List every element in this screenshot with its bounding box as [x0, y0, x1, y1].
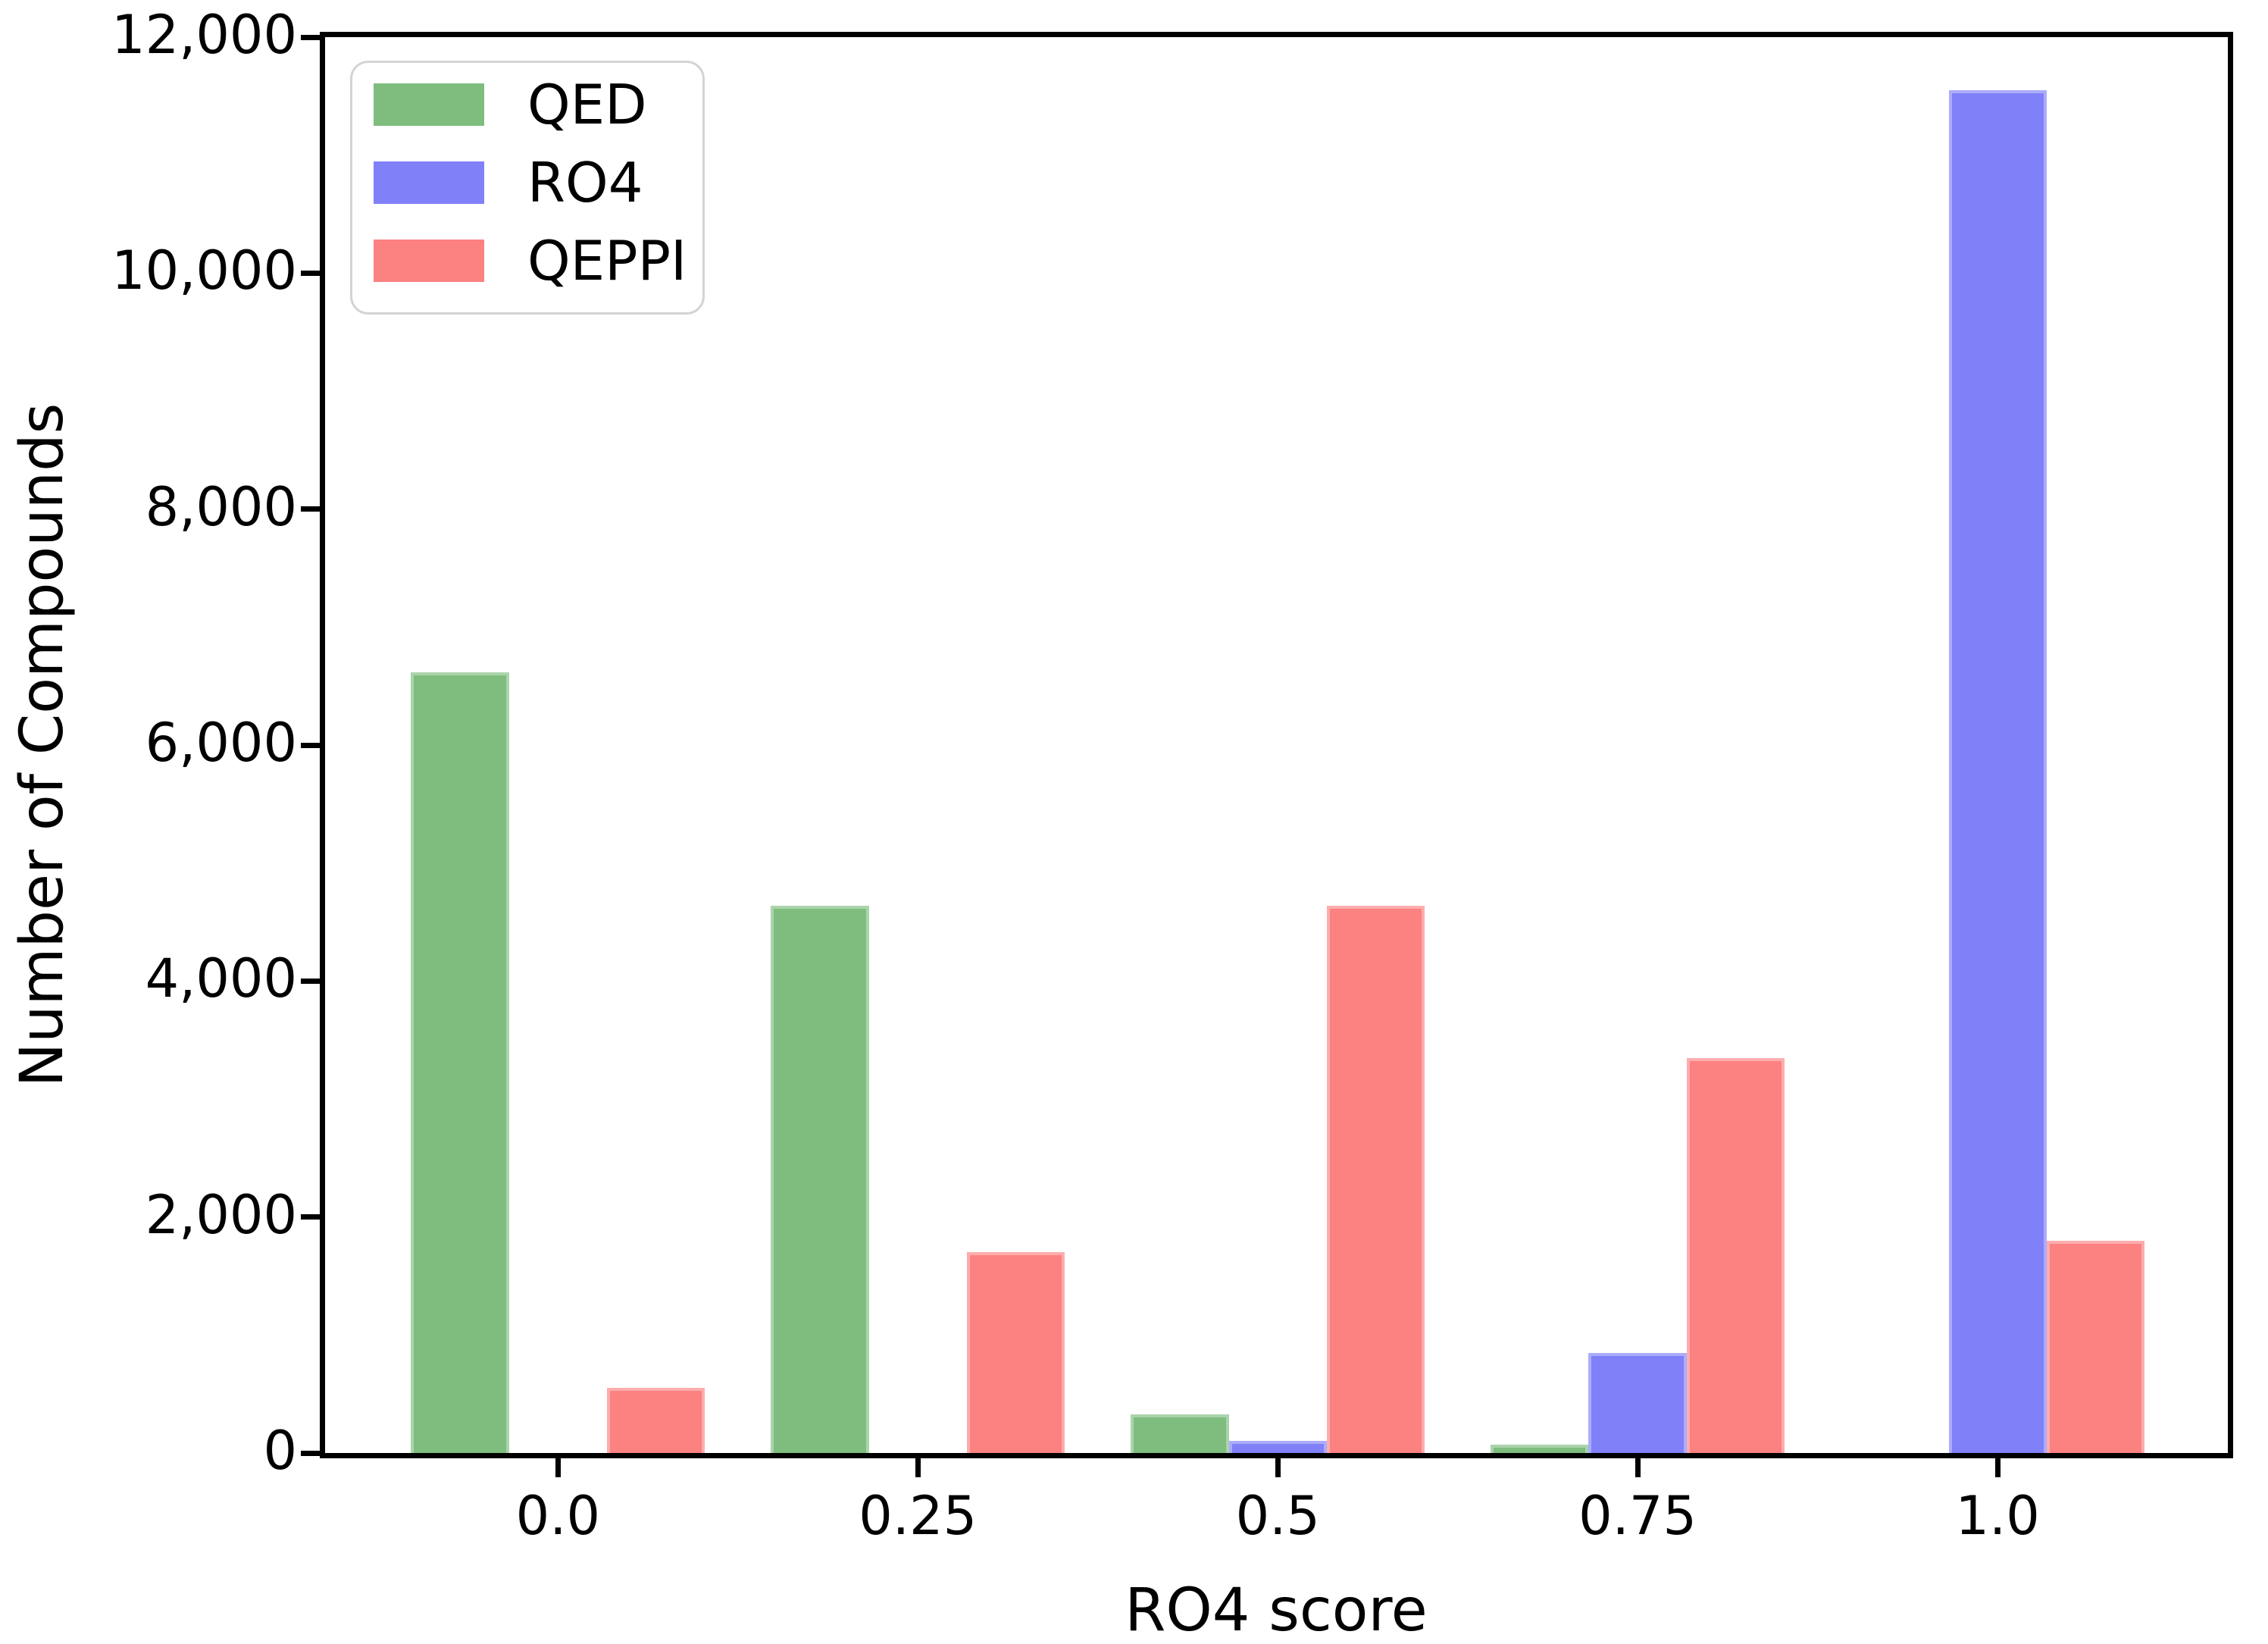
bar-qed-0.25: [771, 905, 869, 1453]
y-tick-label: 6,000: [145, 712, 297, 775]
y-tick-label: 8,000: [145, 475, 297, 538]
legend-swatch-qed: [374, 83, 484, 126]
x-tick: [915, 1458, 921, 1477]
x-axis-title: RO4 score: [1125, 1577, 1428, 1644]
bar-qeppi-0.75: [1686, 1057, 1785, 1453]
y-tick: [301, 1450, 320, 1456]
y-tick: [301, 1214, 320, 1220]
legend-row: RO4: [374, 155, 684, 210]
y-tick: [301, 506, 320, 512]
y-tick-label: 10,000: [111, 240, 297, 302]
bar-qed-0.5: [1131, 1414, 1229, 1453]
bar-qeppi-0.0: [607, 1388, 705, 1453]
legend-swatch-ro4: [374, 161, 484, 204]
y-tick-label: 0: [263, 1420, 297, 1483]
legend-label: QED: [527, 73, 647, 136]
y-tick: [301, 978, 320, 984]
x-tick: [1994, 1458, 2001, 1477]
legend-swatch-qeppi: [374, 240, 484, 282]
x-tick: [1275, 1458, 1281, 1477]
y-tick-label: 12,000: [111, 4, 297, 67]
x-tick-label: 0.25: [859, 1485, 978, 1547]
y-tick: [301, 270, 320, 276]
x-tick-label: 0.75: [1578, 1485, 1697, 1547]
y-tick-label: 2,000: [145, 1183, 297, 1246]
y-tick: [301, 742, 320, 748]
plot-area: QED RO4 QEPPI 0 2,000 4,000 6,000 8,000 10,000 1…: [111, 8, 2233, 1542]
y-tick-label: 4,000: [145, 947, 297, 1010]
x-tick-label: 0.0: [515, 1485, 601, 1547]
x-tick: [1635, 1458, 1641, 1477]
legend: QED RO4 QEPPI: [350, 61, 705, 315]
y-axis-title: Number of Compounds: [8, 402, 77, 1088]
x-tick: [555, 1458, 561, 1477]
bar-qed-0.0: [411, 672, 509, 1453]
x-tick-label: 1.0: [1955, 1485, 2040, 1547]
legend-label: QEPPI: [527, 229, 687, 293]
bar-qeppi-0.5: [1326, 905, 1425, 1453]
bar-qeppi-1.0: [2046, 1240, 2145, 1453]
bar-ro4-1.0: [1948, 90, 2047, 1453]
bar-qeppi-0.25: [966, 1252, 1065, 1453]
bar-qed-0.75: [1491, 1445, 1589, 1453]
bar-ro4-0.5: [1228, 1441, 1327, 1453]
y-tick: [301, 34, 320, 40]
legend-row: QED: [374, 77, 684, 132]
legend-label: RO4: [527, 151, 643, 215]
x-tick-label: 0.5: [1235, 1485, 1320, 1547]
legend-row: QEPPI: [374, 233, 687, 288]
bar-ro4-0.75: [1588, 1352, 1687, 1453]
